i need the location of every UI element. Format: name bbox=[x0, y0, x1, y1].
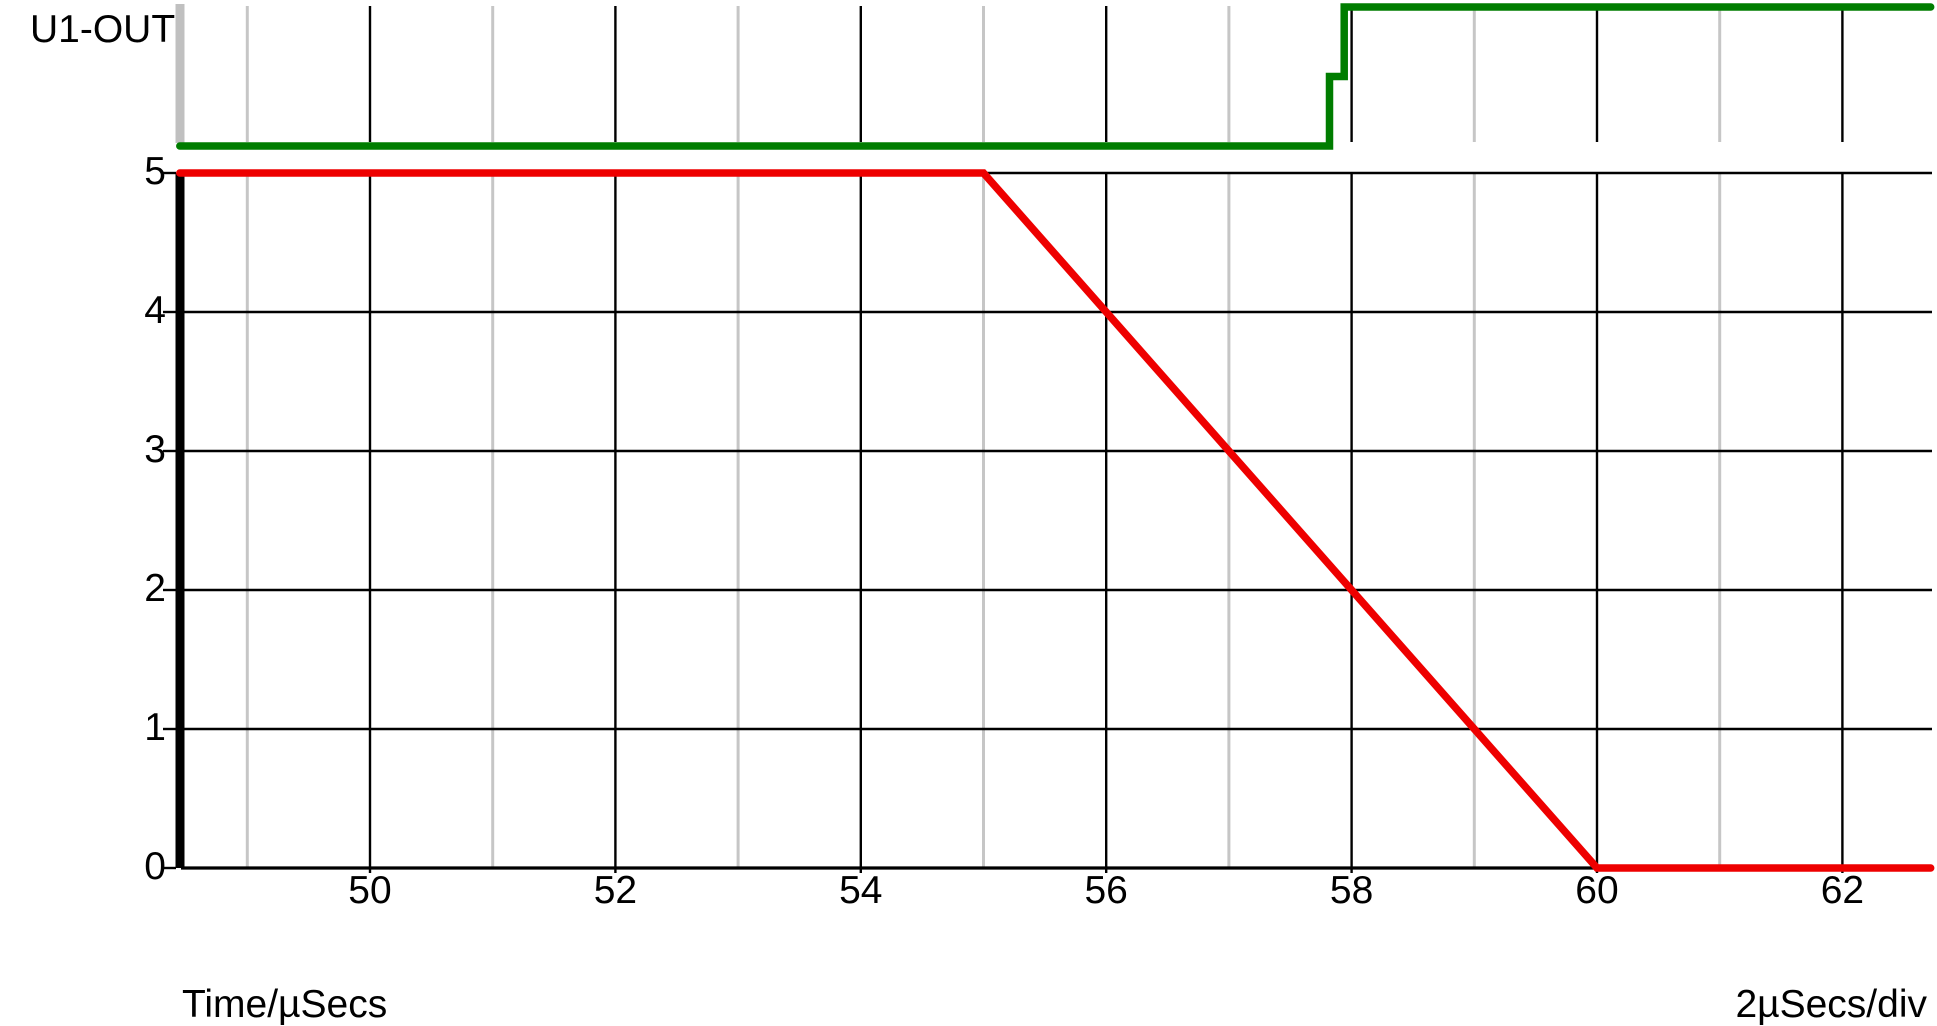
x-tick-label: 56 bbox=[1084, 869, 1128, 912]
x-tick-label: 60 bbox=[1575, 869, 1619, 912]
x-tick-label: 54 bbox=[839, 869, 883, 912]
y-tick-label: 3 bbox=[144, 428, 166, 472]
x-tick-label: 50 bbox=[348, 869, 392, 912]
x-tick-label: 58 bbox=[1329, 869, 1374, 912]
digital-trace-u1-out bbox=[176, 3, 1935, 150]
x-tick-label: 62 bbox=[1820, 869, 1865, 912]
x-axis-caption: Time/µSecs bbox=[182, 983, 388, 1026]
y-tick-label: 4 bbox=[144, 289, 166, 333]
digital-axis-bar bbox=[175, 4, 185, 143]
analog-axis-bar bbox=[175, 173, 185, 868]
y-tick-label: 2 bbox=[144, 567, 166, 611]
x-scale-caption: 2µSecs/div bbox=[1735, 983, 1927, 1026]
y-tick-label: 1 bbox=[144, 706, 166, 750]
digital-trace-label: U1-OUT bbox=[30, 8, 176, 51]
y-tick-label: 0 bbox=[144, 845, 166, 889]
x-tick-label: 52 bbox=[593, 869, 638, 912]
analog-trace bbox=[176, 169, 1935, 872]
y-tick-label: 5 bbox=[144, 150, 166, 194]
